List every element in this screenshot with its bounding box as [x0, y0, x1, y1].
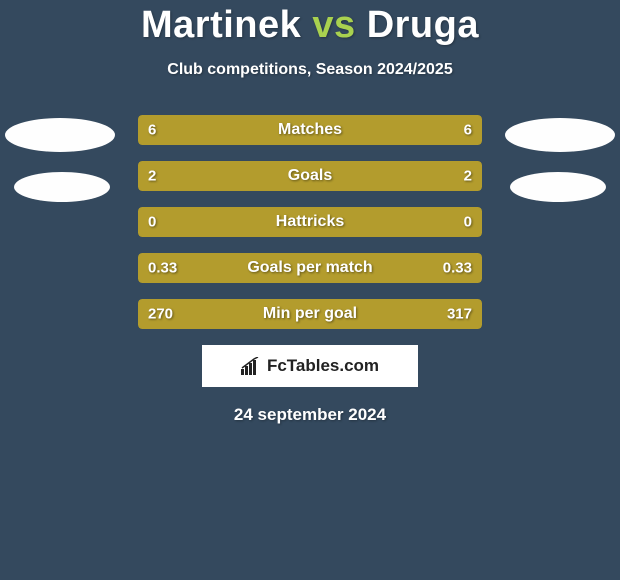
stat-row-matches: 6 Matches 6 — [138, 115, 482, 145]
stat-value-right: 0 — [464, 214, 472, 231]
stat-value-left: 6 — [148, 122, 156, 139]
stat-rows: 6 Matches 6 2 Goals 2 0 Hattricks 0 0.33… — [138, 115, 482, 329]
stat-value-right: 317 — [447, 306, 472, 323]
comparison-title: Martinek vs Druga — [0, 0, 620, 47]
stat-label: Matches — [278, 121, 342, 139]
date-label: 24 september 2024 — [0, 405, 620, 425]
club-crest-right-1 — [505, 118, 615, 152]
bar-right — [310, 161, 482, 191]
stat-row-min-per-goal: 270 Min per goal 317 — [138, 299, 482, 329]
brand-text: FcTables.com — [267, 356, 379, 376]
club-crest-left-1 — [5, 118, 115, 152]
stat-row-goals-per-match: 0.33 Goals per match 0.33 — [138, 253, 482, 283]
stat-value-right: 6 — [464, 122, 472, 139]
stat-value-right: 0.33 — [443, 260, 472, 277]
stat-value-left: 0.33 — [148, 260, 177, 277]
player2-name: Druga — [367, 4, 479, 46]
bar-left — [138, 161, 310, 191]
stat-label: Goals per match — [247, 259, 372, 277]
club-crest-left-2 — [14, 172, 110, 202]
stat-row-hattricks: 0 Hattricks 0 — [138, 207, 482, 237]
stat-value-left: 270 — [148, 306, 173, 323]
stat-label: Goals — [288, 167, 332, 185]
stat-label: Hattricks — [276, 213, 344, 231]
stat-value-left: 2 — [148, 168, 156, 185]
player1-name: Martinek — [141, 4, 301, 46]
vs-label: vs — [312, 4, 355, 46]
stat-row-goals: 2 Goals 2 — [138, 161, 482, 191]
stat-label: Min per goal — [263, 305, 357, 323]
subtitle: Club competitions, Season 2024/2025 — [0, 61, 620, 79]
club-crest-right-2 — [510, 172, 606, 202]
stat-value-right: 2 — [464, 168, 472, 185]
brand-badge: FcTables.com — [202, 345, 418, 387]
stat-value-left: 0 — [148, 214, 156, 231]
bar-chart-icon — [241, 357, 261, 375]
